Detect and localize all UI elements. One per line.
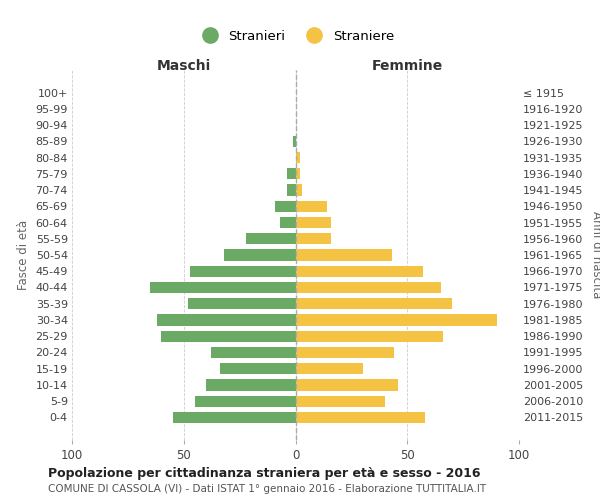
Bar <box>287 168 296 179</box>
Bar <box>293 136 296 147</box>
Bar <box>190 266 296 277</box>
Bar <box>296 168 300 179</box>
Bar <box>247 233 296 244</box>
Bar <box>296 282 441 293</box>
Bar <box>296 233 331 244</box>
Bar <box>296 184 302 196</box>
Bar <box>296 200 327 212</box>
Bar <box>224 250 296 260</box>
Bar <box>296 266 423 277</box>
Text: Popolazione per cittadinanza straniera per età e sesso - 2016: Popolazione per cittadinanza straniera p… <box>48 468 481 480</box>
Bar <box>173 412 296 423</box>
Bar <box>161 330 296 342</box>
Text: Femmine: Femmine <box>371 59 443 73</box>
Y-axis label: Fasce di età: Fasce di età <box>17 220 30 290</box>
Y-axis label: Anni di nascita: Anni di nascita <box>590 212 600 298</box>
Bar <box>296 347 394 358</box>
Bar <box>296 152 300 163</box>
Bar <box>150 282 296 293</box>
Bar <box>296 380 398 390</box>
Bar <box>220 363 296 374</box>
Bar <box>195 396 296 407</box>
Bar <box>287 184 296 196</box>
Bar <box>296 330 443 342</box>
Bar <box>280 217 296 228</box>
Text: Maschi: Maschi <box>157 59 211 73</box>
Bar <box>211 347 296 358</box>
Legend: Stranieri, Straniere: Stranieri, Straniere <box>191 25 400 48</box>
Bar <box>296 314 497 326</box>
Bar <box>275 200 296 212</box>
Bar <box>296 396 385 407</box>
Bar <box>296 363 362 374</box>
Bar <box>296 217 331 228</box>
Bar <box>296 412 425 423</box>
Bar <box>296 250 392 260</box>
Bar <box>157 314 296 326</box>
Bar <box>188 298 296 310</box>
Bar <box>206 380 296 390</box>
Text: COMUNE DI CASSOLA (VI) - Dati ISTAT 1° gennaio 2016 - Elaborazione TUTTITALIA.IT: COMUNE DI CASSOLA (VI) - Dati ISTAT 1° g… <box>48 484 486 494</box>
Bar <box>296 298 452 310</box>
